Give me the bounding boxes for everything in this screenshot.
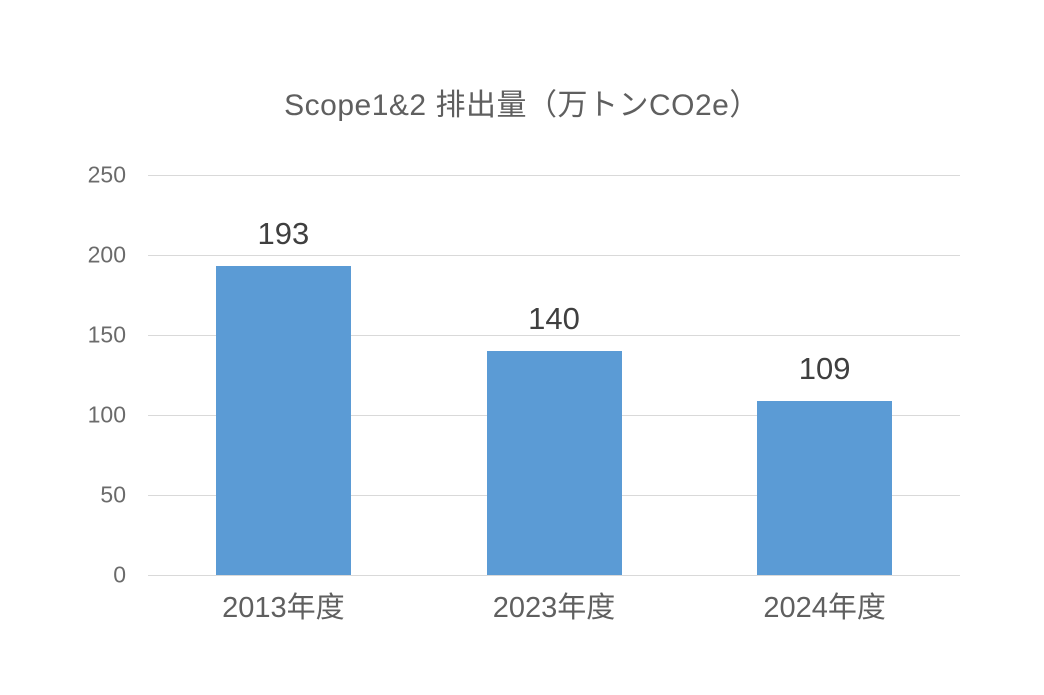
- x-tick-label: 2013年度: [222, 592, 345, 624]
- bar[interactable]: [215, 266, 351, 575]
- gridline: [148, 574, 960, 576]
- chart-title: Scope1&2 排出量（万トンCO2e）: [284, 89, 760, 122]
- gridline: [148, 254, 960, 256]
- y-tick-label: 200: [87, 241, 126, 268]
- bar-value-label: 140: [528, 301, 580, 336]
- y-tick-label: 100: [87, 401, 126, 428]
- bar[interactable]: [757, 400, 893, 575]
- x-tick-label: 2023年度: [492, 592, 616, 624]
- gridline: [148, 334, 960, 336]
- gridline: [148, 174, 960, 176]
- y-tick-label: 50: [100, 481, 126, 508]
- y-tick-label: 150: [87, 321, 126, 348]
- bar[interactable]: [486, 351, 622, 575]
- x-axis: 2013年度 2023年度 2024年度: [148, 588, 960, 638]
- bar-value-label: 109: [798, 350, 851, 386]
- y-tick-label: 250: [87, 161, 126, 188]
- plot-area: 193 140 109: [148, 174, 960, 576]
- bar-value-label: 193: [257, 216, 310, 252]
- y-tick-label: 0: [113, 561, 126, 588]
- y-axis: 0 50 100 150 200 250: [0, 163, 136, 586]
- x-tick-label: 2024年度: [763, 592, 886, 624]
